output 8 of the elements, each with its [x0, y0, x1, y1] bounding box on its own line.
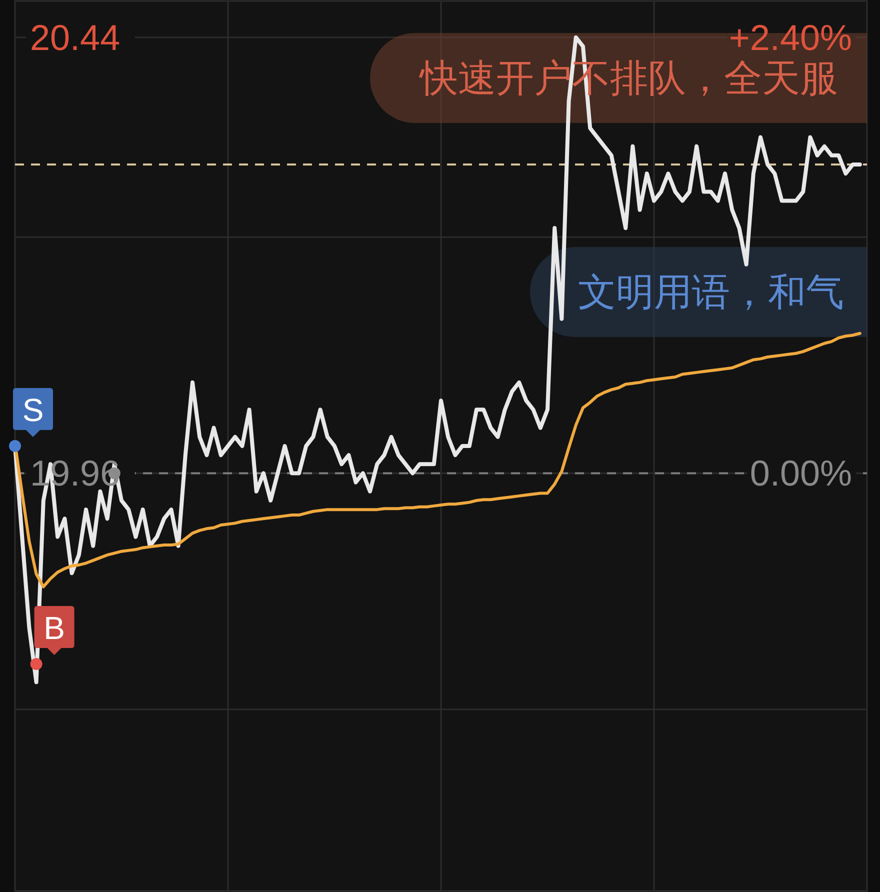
- y2-tick-label: +2.40%: [728, 16, 852, 58]
- point: [9, 440, 21, 452]
- annotation: S: [22, 392, 44, 428]
- y-tick-label: 20.44: [30, 16, 120, 58]
- annotation: B: [44, 610, 65, 646]
- annotation: 文明用语，和气: [578, 270, 844, 314]
- y2-tick-label: 0.00%: [750, 452, 852, 494]
- point: [30, 658, 42, 670]
